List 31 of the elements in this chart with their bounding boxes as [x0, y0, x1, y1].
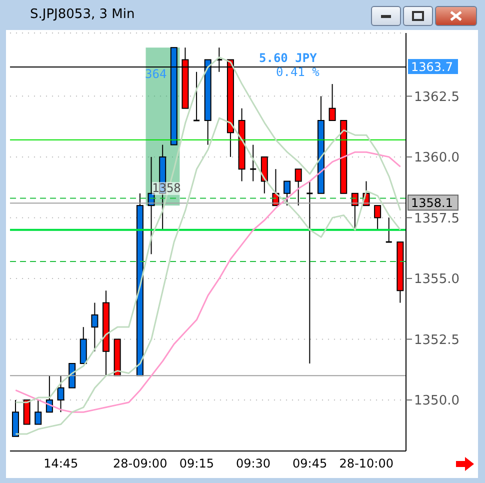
candlestick — [374, 205, 382, 230]
y-tick-label: 1352.5 — [414, 332, 460, 348]
annotation: 5.60 JPY — [259, 51, 317, 65]
x-tick-label: 09:15 — [179, 456, 214, 471]
candlestick — [91, 302, 98, 352]
y-tick-label: 1357.5 — [414, 211, 460, 226]
candlestick — [385, 217, 393, 243]
y-tick-label: 1362.5 — [414, 90, 460, 105]
x-tick-label: 09:45 — [292, 456, 328, 471]
candlestick — [284, 180, 291, 206]
y-tick-label: 1355.0 — [414, 272, 460, 288]
candlestick — [328, 84, 336, 121]
annotation: 0.41 % — [276, 65, 320, 79]
candlestick — [192, 71, 200, 122]
line-series — [14, 151, 402, 413]
ref-line-label: 1363.7 — [411, 60, 453, 74]
annotation: 364 — [145, 67, 167, 81]
candlestick — [34, 399, 42, 425]
candlestick — [57, 375, 64, 413]
candlestick — [249, 144, 257, 182]
annotation: 1358 — [152, 181, 181, 195]
y-tick-label: 1350.0 — [414, 394, 460, 409]
x-tick-label: 09:30 — [236, 456, 271, 471]
x-tick-label: 28-09:00 — [113, 456, 168, 471]
candlestick — [294, 168, 302, 206]
candlestick — [306, 180, 314, 364]
chart-title: S.JPJ8053, 3 Min — [30, 7, 135, 22]
x-tick-label: 14:45 — [44, 456, 78, 471]
y-tick-label: 1360.0 — [414, 150, 460, 166]
ref-line-label: 1358.1 — [411, 196, 453, 210]
x-tick-label: 28-10:00 — [339, 456, 394, 471]
